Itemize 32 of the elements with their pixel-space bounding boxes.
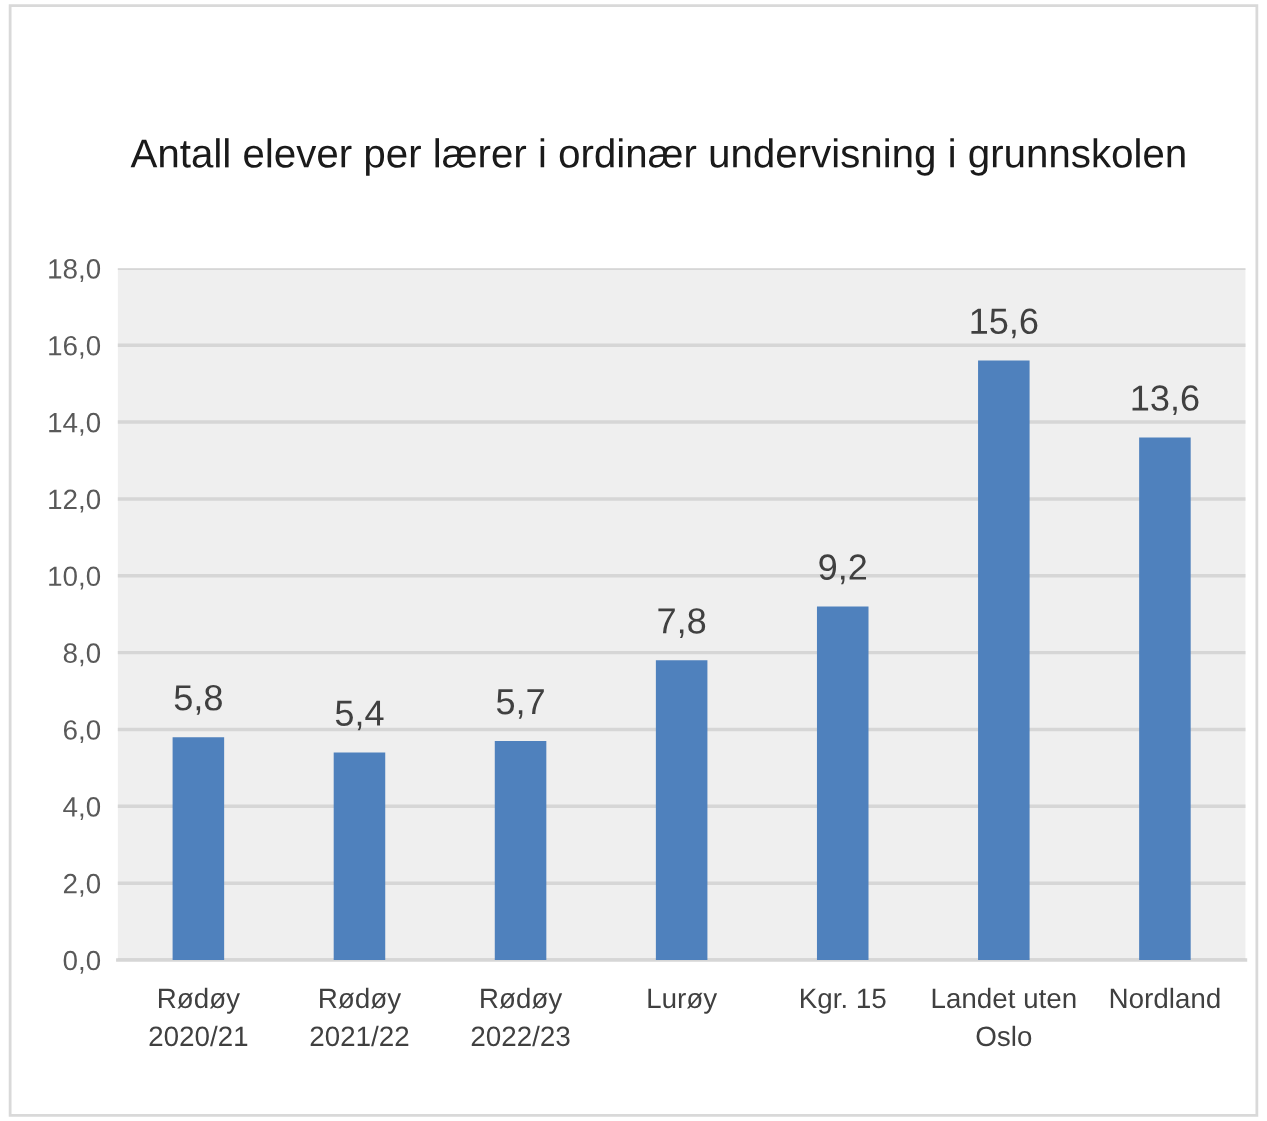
y-tick-label: 14,0 xyxy=(49,412,101,436)
chart-title: Antall elever per lærer i ordinær undervisning i grunnskolen xyxy=(130,138,1185,176)
y-tick-label: 2,0 xyxy=(63,873,101,897)
bar xyxy=(172,737,225,961)
y-tick-label: 0,0 xyxy=(63,950,101,974)
data-label: 15,6 xyxy=(971,308,1038,339)
y-tick-label: 4,0 xyxy=(63,796,101,820)
y-tick-label: 10,0 xyxy=(49,566,101,590)
y-tick-label: 8,0 xyxy=(63,643,101,667)
data-label: 5,8 xyxy=(174,685,222,715)
bar xyxy=(655,660,708,961)
y-tick-label: 18,0 xyxy=(49,259,101,282)
bar xyxy=(816,606,869,961)
y-tick-label: 16,0 xyxy=(49,335,101,359)
bar xyxy=(333,752,386,961)
bar xyxy=(494,741,547,961)
data-label: 13,6 xyxy=(1132,385,1199,416)
x-tick-label: Nordland xyxy=(1110,987,1220,1009)
bar xyxy=(1139,437,1191,961)
data-label: 5,4 xyxy=(335,700,384,731)
x-tick-label: Rødøy 2020/21 xyxy=(149,987,248,1047)
bar xyxy=(978,360,1030,961)
data-label: 7,8 xyxy=(658,608,706,638)
x-tick-label: Kgr. 15 xyxy=(801,988,886,1014)
x-tick-label: Rødøy 2021/22 xyxy=(310,987,409,1047)
data-label: 9,2 xyxy=(819,554,867,585)
data-label: 5,7 xyxy=(496,689,544,719)
x-tick-label: Lurøy xyxy=(648,988,718,1014)
x-tick-label: Rødøy 2022/23 xyxy=(471,987,570,1047)
y-tick-label: 6,0 xyxy=(63,720,101,744)
x-tick-label: Landet uten Oslo xyxy=(932,987,1076,1047)
y-tick-label: 12,0 xyxy=(49,489,101,513)
